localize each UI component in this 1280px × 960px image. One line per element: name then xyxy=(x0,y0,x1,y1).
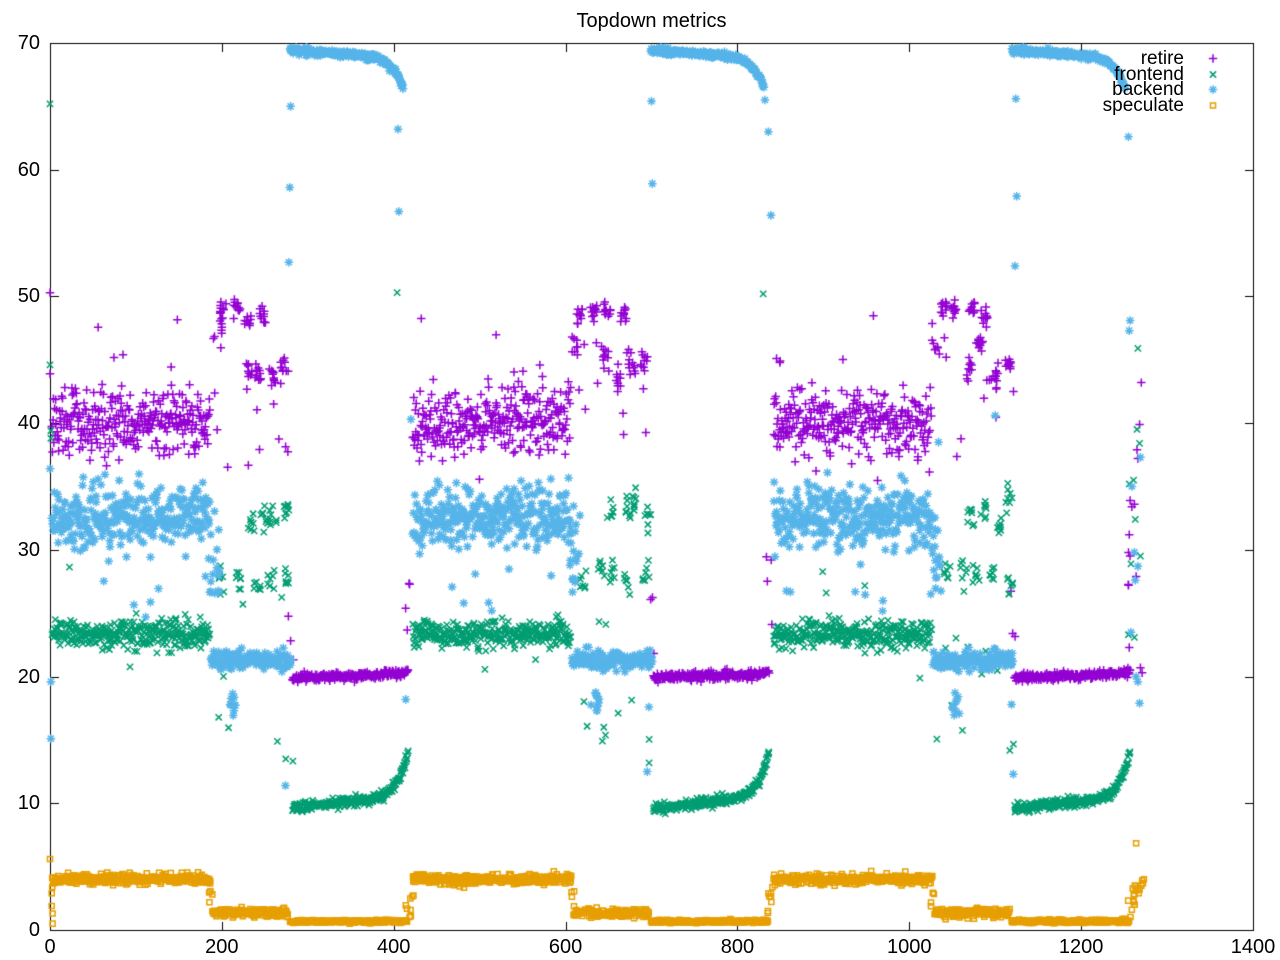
legend: retire frontend backend speculate xyxy=(1102,48,1228,116)
x-tick-label: 200 xyxy=(205,936,239,958)
y-tick-label: 50 xyxy=(17,285,40,308)
x-tick-label: 1000 xyxy=(887,936,932,958)
y-tick-label: 10 xyxy=(17,792,40,815)
legend-label-retire: retire xyxy=(1140,48,1184,70)
x-tick-label: 400 xyxy=(377,936,411,958)
legend-label-backend: backend xyxy=(1112,79,1184,101)
cross-marker-icon xyxy=(1198,66,1228,82)
star-marker-icon xyxy=(1198,82,1228,98)
plus-marker-icon xyxy=(1198,51,1228,67)
legend-label-speculate: speculate xyxy=(1102,94,1184,116)
legend-row-retire: retire xyxy=(1103,48,1228,70)
x-tick-label: 600 xyxy=(548,936,583,958)
x-tick-label: 1400 xyxy=(1230,936,1276,958)
y-tick-label: 30 xyxy=(17,538,40,561)
x-tick-label: 800 xyxy=(720,936,755,958)
y-tick-label: 70 xyxy=(17,32,40,54)
x-tick-label: 1200 xyxy=(1058,936,1104,958)
y-tick-label: 60 xyxy=(17,158,40,181)
y-tick-label: 0 xyxy=(28,919,40,941)
legend-row-backend: backend xyxy=(1103,79,1228,101)
x-tick-label: 0 xyxy=(44,936,56,958)
square-marker-icon xyxy=(1198,97,1228,113)
chart-title: Topdown metrics xyxy=(576,10,727,32)
legend-row-speculate: speculate xyxy=(1102,94,1228,116)
y-tick-label: 20 xyxy=(17,665,40,688)
y-tick-label: 40 xyxy=(17,412,40,435)
legend-label-frontend: frontend xyxy=(1114,63,1184,85)
legend-row-frontend: frontend xyxy=(1103,63,1228,85)
